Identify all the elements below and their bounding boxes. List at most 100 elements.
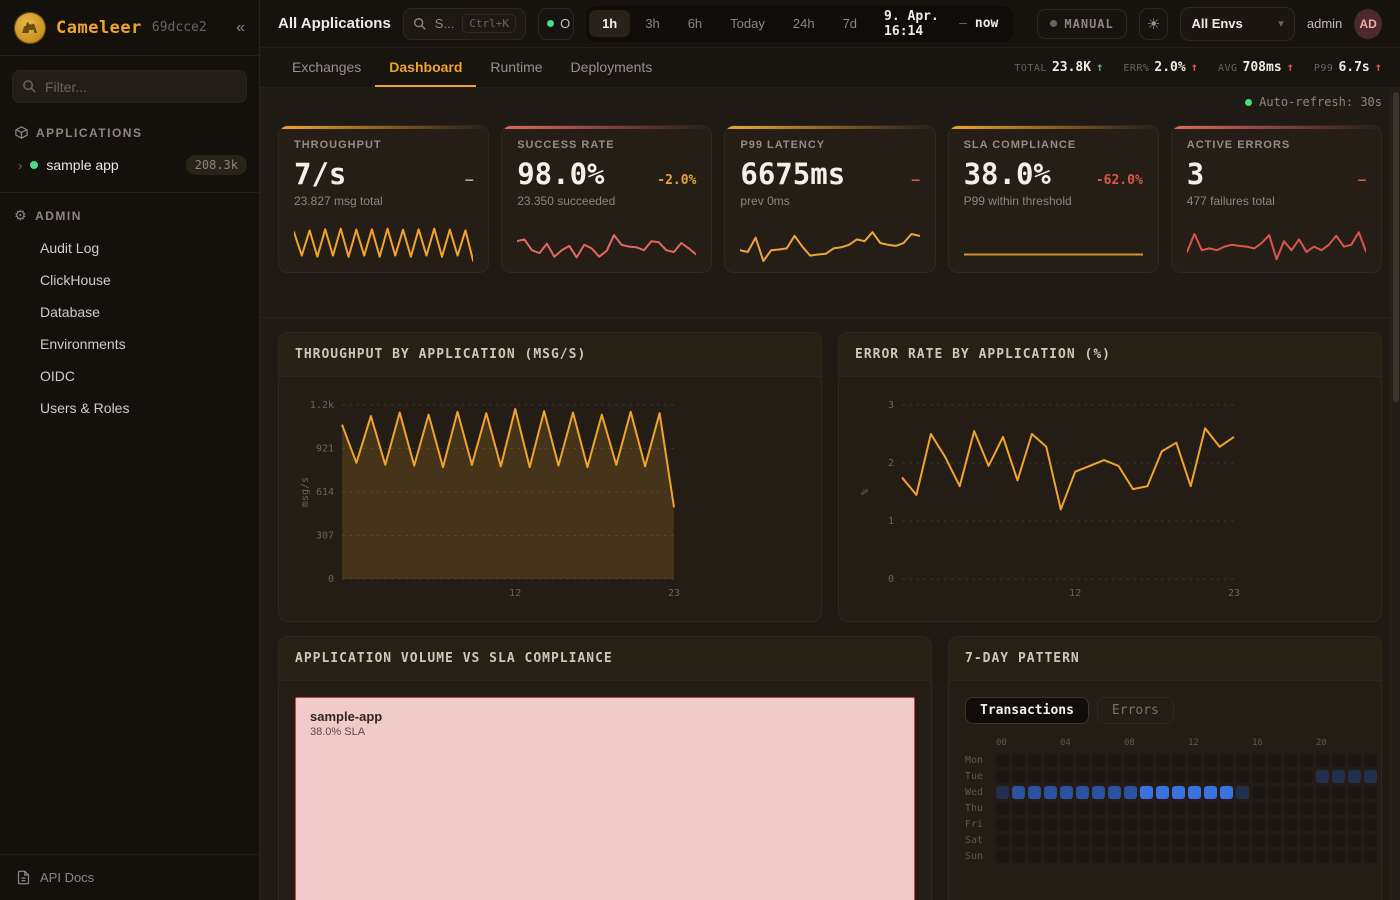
heatmap-cell bbox=[1172, 834, 1185, 847]
kpi-card-sla-compliance: SLA COMPLIANCE 38.0% -62.0% P99 within thre… bbox=[947, 125, 1159, 273]
kpi-subtitle: 23.827 msg total bbox=[294, 194, 383, 208]
status-dot bbox=[30, 161, 39, 169]
hour-label bbox=[1044, 738, 1057, 751]
heatmap-cell bbox=[1044, 834, 1057, 847]
gear-icon: ⚙ bbox=[14, 207, 29, 223]
heatmap-cell bbox=[1172, 770, 1185, 783]
manual-mode-button[interactable]: MANUAL bbox=[1037, 8, 1127, 39]
heatmap-cell bbox=[1028, 770, 1041, 783]
heatmap-cell bbox=[1204, 754, 1217, 767]
heatmap-cell bbox=[1300, 754, 1313, 767]
date-range-picker[interactable]: 9. Apr. 16:14 – now bbox=[872, 9, 1010, 39]
heatmap-cell bbox=[1236, 786, 1249, 799]
heatmap-row-thu: Thu bbox=[965, 802, 1377, 815]
kpi-delta: – bbox=[911, 173, 920, 188]
heatmap-cell bbox=[1220, 754, 1233, 767]
toggle-errors[interactable]: Errors bbox=[1096, 697, 1174, 724]
heatmap-cell bbox=[1300, 818, 1313, 831]
tab-dashboard[interactable]: Dashboard bbox=[375, 48, 477, 87]
heatmap-cell bbox=[1028, 834, 1041, 847]
sidebar-item-application[interactable]: › sample app 208.3k bbox=[0, 148, 259, 182]
heatmap-cell bbox=[1092, 754, 1105, 767]
sun-icon: ☀ bbox=[1146, 15, 1161, 33]
time-range-6h[interactable]: 6h bbox=[675, 10, 715, 37]
camel-logo-icon bbox=[14, 11, 46, 44]
heatmap-cell bbox=[1076, 754, 1089, 767]
sidebar-item-oidc[interactable]: OIDC bbox=[40, 368, 75, 384]
filter-input[interactable] bbox=[12, 70, 247, 103]
svg-text:307: 307 bbox=[316, 531, 334, 542]
heatmap-cell bbox=[1364, 786, 1377, 799]
heatmap-cell bbox=[1140, 754, 1153, 767]
heatmap-row-fri: Fri bbox=[965, 818, 1377, 831]
heatmap-row-sun: Sun bbox=[965, 850, 1377, 863]
online-status-button[interactable]: O bbox=[538, 7, 575, 40]
treemap-node-sample-app[interactable]: sample-app 38.0% SLA bbox=[295, 697, 915, 900]
time-range-7d[interactable]: 7d bbox=[830, 10, 870, 37]
chevron-right-icon: › bbox=[18, 157, 23, 173]
heatmap-cell bbox=[1268, 786, 1281, 799]
heatmap-cell bbox=[1316, 818, 1329, 831]
heatmap-cell bbox=[1284, 850, 1297, 863]
time-range-3h[interactable]: 3h bbox=[632, 10, 672, 37]
sidebar-item-users-roles[interactable]: Users & Roles bbox=[40, 400, 130, 416]
scrollbar[interactable] bbox=[1390, 89, 1400, 900]
svg-text:msg/s: msg/s bbox=[300, 477, 311, 507]
scope-title: All Applications bbox=[278, 15, 391, 32]
search-icon bbox=[23, 80, 36, 93]
heatmap-cell bbox=[1268, 834, 1281, 847]
sidebar-collapse-icon[interactable]: « bbox=[236, 18, 245, 36]
scrollbar-thumb[interactable] bbox=[1393, 92, 1399, 402]
theme-toggle-button[interactable]: ☀ bbox=[1138, 7, 1169, 40]
heatmap-cell bbox=[1284, 834, 1297, 847]
kpi-delta: – bbox=[465, 173, 474, 188]
heatmap-cell bbox=[1188, 850, 1201, 863]
heatmap-cell bbox=[1284, 770, 1297, 783]
kpi-sparkline bbox=[517, 222, 697, 264]
heatmap-cell bbox=[1028, 818, 1041, 831]
tab-deployments[interactable]: Deployments bbox=[570, 58, 653, 75]
heatmap-cell bbox=[1364, 770, 1377, 783]
heatmap-cell bbox=[1156, 770, 1169, 783]
sidebar-item-clickhouse[interactable]: ClickHouse bbox=[40, 272, 111, 288]
global-search[interactable]: S... Ctrl+K bbox=[402, 7, 527, 40]
kpi-label: ACTIVE ERRORS bbox=[1186, 139, 1291, 151]
sidebar-filter bbox=[12, 70, 247, 103]
auto-refresh-dot bbox=[1245, 98, 1253, 106]
heatmap-cell bbox=[996, 770, 1009, 783]
charts-row: THROUGHPUT BY APPLICATION (MSG/S) 0 307 61… bbox=[278, 332, 1382, 622]
api-docs-link[interactable]: API Docs bbox=[0, 854, 259, 900]
day-label: Wed bbox=[965, 787, 984, 798]
admin-section-header: ⚙ ADMIN bbox=[14, 207, 82, 223]
sidebar-item-database[interactable]: Database bbox=[40, 304, 100, 320]
avatar[interactable]: AD bbox=[1354, 8, 1382, 39]
sidebar-item-audit-log[interactable]: Audit Log bbox=[40, 240, 100, 256]
heatmap-toggle-group: Transactions Errors bbox=[965, 697, 1365, 724]
environment-select[interactable]: All Envs ▾ bbox=[1180, 6, 1295, 41]
time-range-today[interactable]: Today bbox=[717, 10, 778, 37]
heatmap-cell bbox=[1012, 850, 1025, 863]
kpi-value-row: 6675ms – bbox=[740, 157, 919, 191]
heatmap-cell bbox=[1172, 786, 1185, 799]
heatmap-cell bbox=[1108, 818, 1121, 831]
time-range-24h[interactable]: 24h bbox=[780, 10, 828, 37]
heatmap-cell bbox=[1220, 834, 1233, 847]
heatmap-cell bbox=[1188, 802, 1201, 815]
heatmap-cell bbox=[1316, 850, 1329, 863]
stat-avg: AVG 708ms ↑ bbox=[1218, 60, 1294, 75]
sidebar-item-environments[interactable]: Environments bbox=[40, 336, 126, 352]
heatmap-cell bbox=[1172, 802, 1185, 815]
toggle-transactions[interactable]: Transactions bbox=[965, 697, 1089, 724]
document-icon bbox=[17, 870, 30, 885]
kpi-subtitle: 23.350 succeeded bbox=[517, 194, 616, 208]
stat-value: 2.0% bbox=[1154, 60, 1186, 75]
tab-exchanges[interactable]: Exchanges bbox=[292, 58, 362, 75]
tab-runtime[interactable]: Runtime bbox=[490, 58, 543, 75]
heatmap-cell bbox=[1124, 770, 1137, 783]
heatmap-cell bbox=[1332, 770, 1345, 783]
heatmap-cell bbox=[1316, 834, 1329, 847]
date-from: 9. Apr. 16:14 bbox=[884, 8, 939, 39]
kpi-delta: -62.0% bbox=[1095, 173, 1143, 188]
heatmap-cell bbox=[1060, 754, 1073, 767]
time-range-1h[interactable]: 1h bbox=[589, 10, 631, 37]
